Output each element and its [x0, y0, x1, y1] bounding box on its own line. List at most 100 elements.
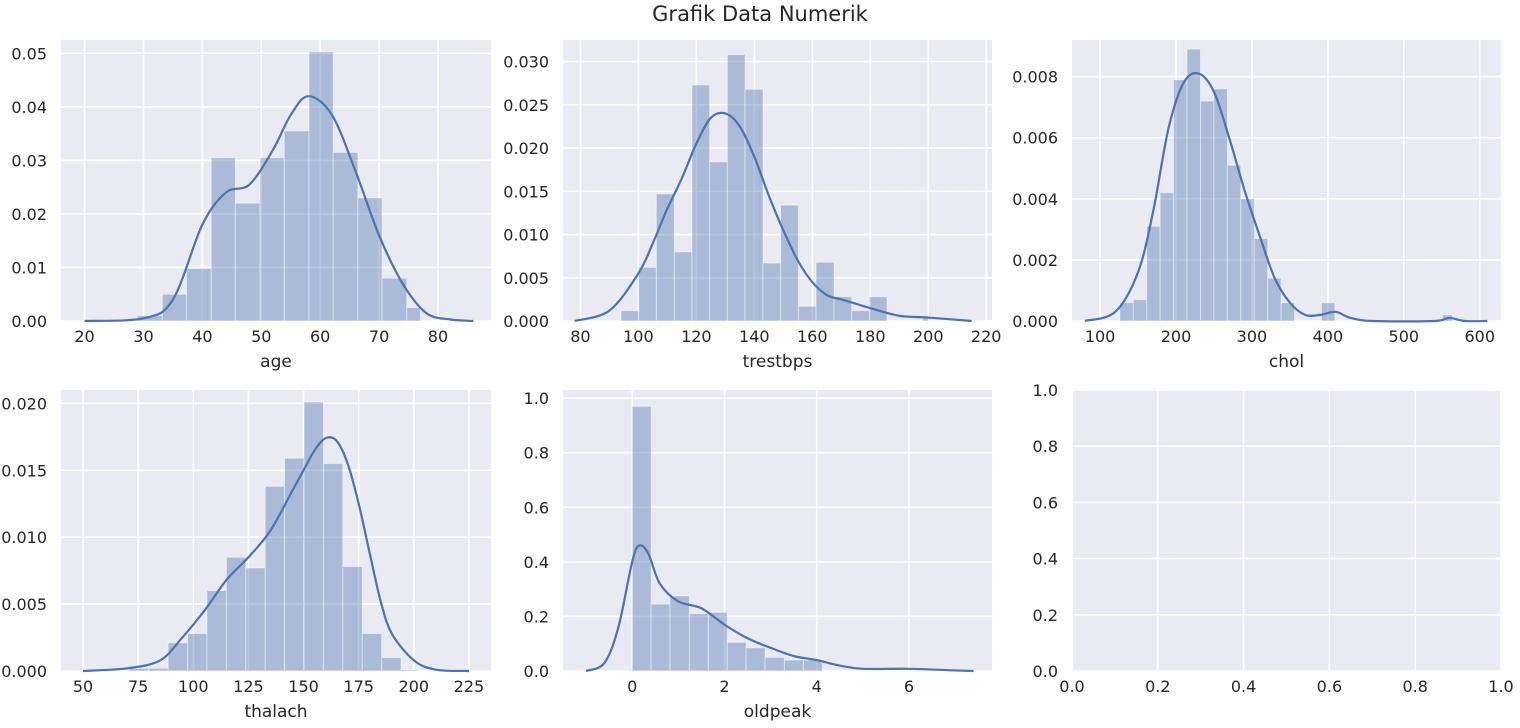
- kde-line: [574, 111, 972, 323]
- y-tick-label: 0.2: [524, 607, 549, 626]
- x-tick-label: 0.6: [1317, 677, 1342, 696]
- y-tick-label: 0.005: [503, 269, 549, 288]
- plot-background: [563, 40, 992, 321]
- histogram-bar: [148, 667, 169, 672]
- histogram-bar: [400, 669, 419, 672]
- plot-background: [1072, 390, 1501, 671]
- subplot-trestbps: 80 100 120 140 160 180 200 220 0.000 0.005 0.010 0.…: [503, 40, 1001, 372]
- y-tick-label: 0.005: [1, 595, 47, 614]
- histogram-bar: [225, 556, 247, 672]
- histogram-bar: [332, 151, 359, 322]
- y-tick-label: 0.010: [503, 226, 549, 245]
- y-tick-label: 0.030: [503, 53, 549, 72]
- y-tick-label: 0.6: [524, 498, 549, 517]
- x-axis-label: chol: [1269, 352, 1304, 372]
- x-tick-label: 100: [623, 327, 654, 346]
- histogram-bar: [726, 641, 747, 672]
- histogram-bar: [264, 485, 286, 672]
- x-tick-label: 200: [399, 677, 430, 696]
- histogram-bar: [303, 401, 324, 672]
- y-tick-label: 0.02: [11, 205, 47, 224]
- x-tick-label: 4: [812, 677, 822, 696]
- y-tick-label: 0.015: [1, 461, 47, 480]
- y-tick-label: 1.0: [1033, 381, 1058, 400]
- y-tick-label: 0.015: [503, 182, 549, 201]
- y-tick-label: 0.006: [1012, 129, 1058, 148]
- histogram-bar: [308, 51, 334, 322]
- x-tick-label: 80: [570, 327, 590, 346]
- y-tick-label: 0.4: [1033, 550, 1058, 569]
- y-tick-label: 0.020: [503, 139, 549, 158]
- y-tick-label: 0.010: [1, 528, 47, 547]
- x-tick-label: 1.0: [1488, 677, 1513, 696]
- histogram-bar: [234, 202, 261, 322]
- x-tick-label: 180: [855, 327, 886, 346]
- y-tick-label: 0.004: [1012, 190, 1058, 209]
- y-tick-label: 0.4: [524, 553, 549, 572]
- histogram-bar: [1186, 48, 1201, 322]
- x-tick-label: 220: [971, 327, 1002, 346]
- histogram-bar: [1132, 299, 1148, 322]
- x-tick-label: 400: [1313, 327, 1344, 346]
- histogram-bar: [673, 251, 693, 322]
- x-tick-label: 0: [627, 677, 637, 696]
- x-tick-label: 100: [178, 677, 209, 696]
- histogram-bar: [783, 659, 804, 672]
- histogram-bar: [631, 405, 652, 672]
- histogram-bar: [620, 310, 640, 322]
- y-tick-label: 0.000: [1012, 312, 1058, 331]
- y-tick-label: 0.8: [1033, 437, 1058, 456]
- x-tick-label: 50: [73, 677, 93, 696]
- histogram-bar: [707, 611, 728, 672]
- histogram-bar: [210, 157, 236, 322]
- x-tick-label: 600: [1464, 327, 1495, 346]
- histogram-bar: [780, 204, 799, 322]
- x-axis-label: oldpeak: [744, 702, 812, 722]
- x-tick-label: 200: [913, 327, 944, 346]
- x-tick-label: 70: [369, 327, 389, 346]
- y-tick-label: 0.00: [11, 312, 47, 331]
- histogram-bar: [764, 656, 785, 672]
- x-tick-label: 0.0: [1059, 677, 1084, 696]
- histogram-bar: [185, 268, 212, 322]
- subplot-empty: 0.0 0.2 0.4 0.6 0.8 1.0 0.0 0.2 0.4 0.6 0.8 1.0: [1033, 381, 1514, 696]
- histogram-bar: [1146, 225, 1161, 322]
- y-tick-label: 0.05: [11, 44, 47, 63]
- y-tick-label: 0.025: [503, 96, 549, 115]
- histogram-bar: [1173, 79, 1188, 322]
- histogram-bar: [406, 307, 421, 322]
- x-tick-label: 60: [310, 327, 330, 346]
- kde-line: [84, 95, 474, 323]
- histogram-bar: [815, 261, 835, 322]
- histogram-bar: [691, 84, 711, 322]
- y-tick-label: 0.2: [1033, 606, 1058, 625]
- x-axis-label: trestbps: [743, 352, 813, 372]
- y-tick-label: 0.03: [11, 151, 47, 170]
- subplot-thalach: 50 75 100 125 150 175 200 225 0.000 0.005 0.010 0.0…: [1, 390, 491, 722]
- x-tick-label: 200: [1161, 327, 1192, 346]
- x-tick-label: 0.4: [1231, 677, 1256, 696]
- y-tick-label: 0.0: [524, 662, 549, 681]
- histogram-bar: [669, 595, 690, 672]
- x-tick-label: 120: [681, 327, 712, 346]
- histogram-bar: [726, 54, 746, 322]
- histogram-bar: [167, 642, 189, 672]
- x-tick-label: 40: [192, 327, 212, 346]
- histogram-bar: [206, 590, 227, 672]
- plot-background: [1072, 40, 1501, 321]
- x-tick-label: 175: [343, 677, 374, 696]
- x-tick-label: 75: [128, 677, 148, 696]
- histogram-bar: [187, 633, 208, 672]
- x-tick-label: 160: [797, 327, 828, 346]
- histogram-bar: [322, 463, 344, 672]
- histogram-bar: [851, 310, 870, 322]
- y-tick-label: 0.04: [11, 98, 47, 117]
- x-tick-label: 0.8: [1402, 677, 1427, 696]
- y-tick-label: 0.000: [503, 312, 549, 331]
- x-axis-label: age: [260, 352, 292, 372]
- kde-line: [585, 544, 974, 673]
- histogram-bar: [709, 161, 728, 322]
- x-tick-label: 100: [1085, 327, 1116, 346]
- y-tick-label: 0.8: [524, 444, 549, 463]
- histogram-bar: [283, 130, 310, 322]
